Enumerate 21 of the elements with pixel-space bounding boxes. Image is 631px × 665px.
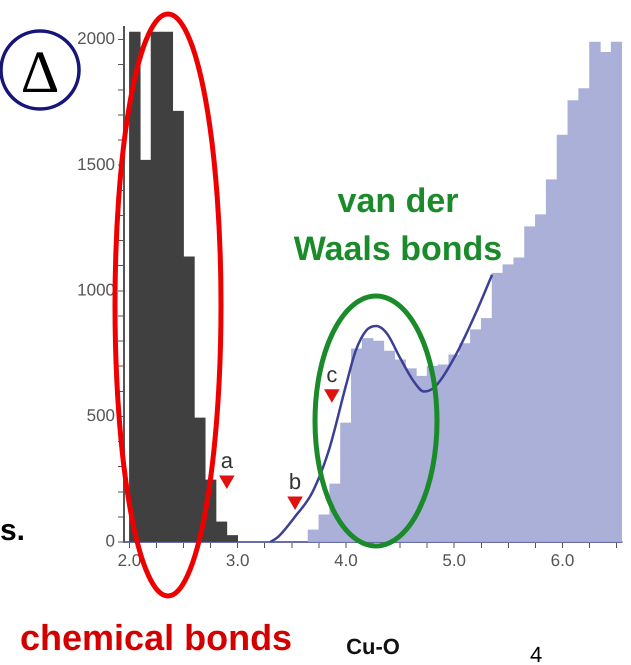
x-tick-label: 4.0	[334, 550, 358, 570]
y-tick-label: 0	[106, 532, 115, 551]
text: 4	[530, 642, 542, 665]
x-tick-label: 5.0	[442, 550, 466, 570]
annotation: van der Waals bonds	[294, 182, 502, 268]
line-series	[268, 273, 494, 542]
point	[324, 389, 340, 402]
annotation: b	[288, 469, 302, 494]
text: chemical bonds	[20, 617, 292, 658]
annotation: a	[220, 448, 234, 473]
text: s.	[0, 514, 26, 547]
y-tick-label: 500	[86, 406, 115, 426]
x-tick-label: 3.0	[226, 550, 250, 570]
y-tick-label: 1500	[77, 154, 115, 174]
point	[288, 496, 302, 510]
text: Δ	[20, 39, 60, 105]
point	[219, 475, 234, 488]
annotation: c	[326, 362, 338, 387]
y-tick-label: 2000	[77, 29, 115, 48]
x-tick-label: 6.0	[550, 550, 574, 570]
x-axis-title: Cu-O	[346, 634, 400, 659]
